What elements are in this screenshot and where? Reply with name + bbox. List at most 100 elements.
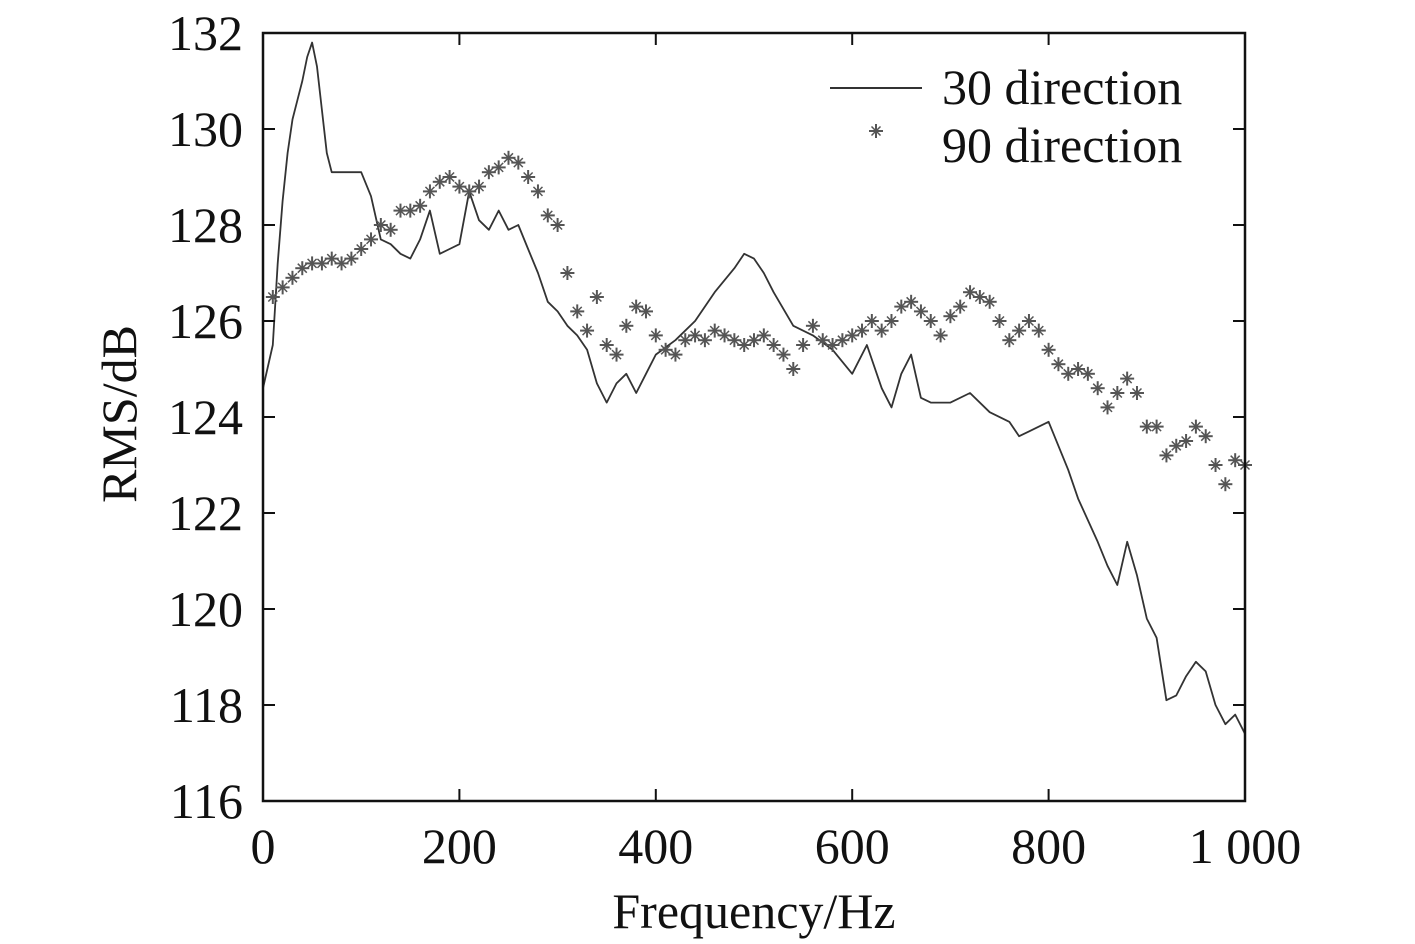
x-axis-label: Frequency/Hz (612, 883, 895, 939)
y-tick-label: 116 (170, 773, 243, 829)
series-line-30-direction (262, 41, 1246, 735)
data-point-90-direction (1188, 419, 1203, 434)
data-point-90-direction (1021, 314, 1036, 328)
data-point-90-direction (442, 170, 457, 184)
data-point-90-direction (580, 323, 595, 338)
data-point-90-direction (265, 290, 280, 304)
data-point-90-direction (275, 280, 290, 295)
data-point-90-direction (658, 342, 673, 357)
data-point-90-direction (560, 266, 575, 280)
x-tick-label: 400 (618, 818, 693, 874)
data-point-90-direction (688, 328, 703, 343)
data-point-90-direction (923, 314, 938, 328)
data-point-90-direction (501, 150, 516, 165)
data-point-90-direction (1071, 362, 1086, 376)
data-point-90-direction (943, 309, 958, 324)
legend-label-90-direction: 90 direction (942, 117, 1182, 173)
data-point-90-direction (825, 338, 840, 352)
x-tick-label: 800 (1011, 818, 1086, 874)
data-point-90-direction (364, 232, 379, 247)
data-point-90-direction (835, 333, 850, 348)
data-point-90-direction (845, 328, 860, 343)
data-point-90-direction (638, 304, 653, 319)
data-point-90-direction (1149, 419, 1164, 434)
data-point-90-direction (589, 290, 604, 304)
data-point-90-direction (1198, 429, 1213, 444)
data-point-90-direction (992, 314, 1007, 328)
tick-labels: 0 200 400 600 800 1 000 116 118 120 122 124 126 128 1… (168, 5, 1301, 874)
data-point-90-direction (1169, 438, 1184, 453)
data-point-90-direction (1041, 342, 1056, 357)
x-tick-label: 600 (815, 818, 890, 874)
y-tick-label: 130 (168, 101, 243, 157)
data-point-90-direction (1120, 371, 1135, 386)
axis-ticks (262, 32, 1246, 802)
data-point-90-direction (796, 338, 811, 352)
data-point-90-direction (717, 328, 732, 343)
data-point-90-direction (403, 203, 418, 218)
data-point-90-direction (697, 333, 712, 348)
data-point-90-direction (904, 294, 919, 309)
data-point-90-direction (1090, 381, 1105, 396)
x-tick-label: 0 (251, 818, 276, 874)
data-point-90-direction (1228, 453, 1243, 468)
data-point-90-direction (540, 208, 555, 223)
legend-marker-icon (869, 124, 883, 138)
data-point-90-direction (1208, 458, 1223, 472)
data-point-90-direction (737, 338, 752, 352)
data-point-90-direction (1061, 366, 1076, 381)
y-tick-label: 126 (168, 293, 243, 349)
data-point-90-direction (1218, 477, 1233, 492)
legend-marker-swatch (869, 124, 883, 138)
data-point-90-direction (334, 256, 349, 271)
legend: 30 direction 90 direction (830, 59, 1182, 173)
data-point-90-direction (481, 165, 496, 180)
data-point-90-direction (776, 347, 791, 362)
y-tick-label: 132 (168, 5, 243, 61)
data-point-90-direction (1051, 357, 1066, 372)
data-point-90-direction (344, 251, 359, 266)
data-point-90-direction (413, 198, 428, 213)
data-point-90-direction (472, 179, 487, 194)
data-point-90-direction (570, 304, 585, 319)
data-point-90-direction (933, 328, 948, 343)
data-point-90-direction (805, 318, 820, 333)
y-tick-label: 128 (168, 197, 243, 253)
data-point-90-direction (629, 299, 644, 314)
data-point-90-direction (295, 261, 310, 276)
data-point-90-direction (491, 160, 506, 175)
y-tick-label: 118 (170, 677, 243, 733)
data-point-90-direction (786, 362, 801, 376)
data-point-90-direction (982, 294, 997, 309)
data-point-90-direction (599, 338, 614, 352)
data-point-90-direction (1110, 386, 1125, 400)
data-point-90-direction (1031, 323, 1046, 338)
data-point-90-direction (314, 256, 329, 271)
data-point-90-direction (855, 323, 870, 338)
data-point-90-direction (894, 299, 909, 314)
data-point-90-direction (324, 251, 339, 266)
y-axis-label: RMS/dB (91, 325, 147, 503)
data-point-90-direction (953, 299, 968, 314)
data-point-90-direction (747, 333, 761, 348)
data-point-90-direction (373, 218, 388, 232)
data-point-90-direction (619, 318, 634, 333)
y-tick-label: 124 (168, 389, 243, 445)
data-point-90-direction (1139, 419, 1154, 434)
data-point-90-direction (521, 170, 536, 184)
data-point-90-direction (422, 184, 437, 199)
data-point-90-direction (963, 285, 978, 300)
y-tick-label: 120 (168, 581, 243, 637)
data-point-90-direction (550, 218, 565, 232)
data-point-90-direction (462, 184, 477, 199)
data-point-90-direction (756, 328, 771, 343)
data-point-90-direction (1012, 323, 1027, 338)
legend-label-30-direction: 30 direction (942, 59, 1182, 115)
x-tick-label: 1 000 (1189, 818, 1302, 874)
x-tick-label: 200 (422, 818, 497, 874)
data-point-90-direction (766, 338, 781, 352)
data-point-90-direction (727, 333, 742, 348)
y-tick-label: 122 (168, 485, 243, 541)
data-point-90-direction (354, 242, 369, 256)
